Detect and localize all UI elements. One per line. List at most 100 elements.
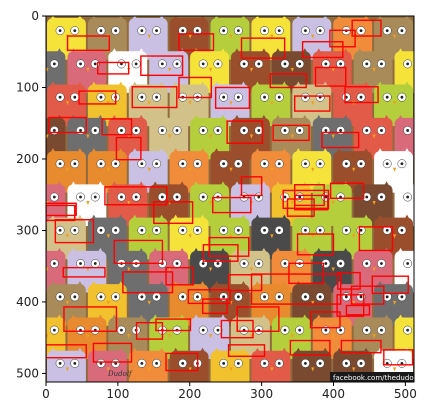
owl-pupil xyxy=(155,29,158,33)
owl-pupil xyxy=(339,129,342,132)
owl-pupil xyxy=(134,195,138,199)
owl-beak xyxy=(188,101,192,106)
owl-pupil xyxy=(58,95,62,99)
owl-ear xyxy=(171,214,180,222)
owl-ear xyxy=(75,148,84,156)
owl-pupil xyxy=(257,129,261,132)
owl-pupil xyxy=(58,295,62,299)
bounding-box-16 xyxy=(48,116,87,134)
owl-pupil xyxy=(277,295,281,299)
owl-beak xyxy=(331,134,335,139)
owl-pupil xyxy=(359,295,363,299)
owl-ear xyxy=(300,114,309,122)
owl-beak xyxy=(65,300,70,305)
owl-pupil xyxy=(385,95,389,99)
owl-pupil xyxy=(324,195,328,199)
owl-pupil xyxy=(140,29,144,33)
owl-ear xyxy=(253,214,262,222)
owl-ear xyxy=(157,347,166,355)
owl-ear xyxy=(55,181,64,189)
owl-ear xyxy=(259,48,268,56)
owl-ear xyxy=(355,181,364,189)
owl-pupil xyxy=(120,129,123,132)
signature-text: Dudolf xyxy=(107,370,133,378)
owl-pupil xyxy=(201,328,205,332)
owl-pupil xyxy=(318,295,322,299)
owl-ear xyxy=(233,114,241,122)
owl-pupil xyxy=(277,361,281,365)
owl-ear xyxy=(314,48,323,56)
owl-pupil xyxy=(365,262,369,265)
owl-ear xyxy=(335,148,344,156)
bounding-box-52 xyxy=(63,306,118,332)
owl-ear xyxy=(300,247,309,255)
bounding-box-23 xyxy=(212,196,252,214)
owl-eye xyxy=(418,193,426,201)
owl-ear xyxy=(321,16,330,22)
owl-ear xyxy=(417,215,425,222)
owl-pupil xyxy=(155,361,158,365)
owl-pupil xyxy=(304,228,307,232)
owl-ear xyxy=(280,148,289,156)
bounding-box-0 xyxy=(351,19,382,37)
owl-beak xyxy=(331,67,335,72)
owl-beak xyxy=(392,101,397,106)
owl-eye xyxy=(418,126,426,134)
bounding-box-54 xyxy=(236,306,280,332)
owl-pupil xyxy=(344,228,348,232)
owl-ear xyxy=(116,148,125,156)
owl-pupil xyxy=(257,62,261,66)
owl-ear xyxy=(417,15,425,22)
owl-pupil xyxy=(236,295,240,299)
owl-ear xyxy=(157,281,166,289)
owl-pupil xyxy=(298,129,302,132)
owl-pupil xyxy=(201,62,205,66)
owl-ear xyxy=(212,347,221,355)
owl-ear xyxy=(96,48,105,56)
owl-beak xyxy=(188,167,192,172)
owl-ear xyxy=(157,214,166,222)
owl-beak xyxy=(290,267,294,272)
bounding-box-10 xyxy=(178,76,213,99)
owl-beak xyxy=(65,101,70,106)
owl-pupil xyxy=(380,195,383,199)
bounding-box-41 xyxy=(62,266,106,278)
owl-ear xyxy=(29,248,37,255)
owl-pupil xyxy=(160,129,164,132)
owl-pupil xyxy=(222,228,226,232)
owl-ear xyxy=(178,114,187,122)
owl-eye xyxy=(418,259,426,267)
owl-ear xyxy=(382,114,391,122)
owl-pupil xyxy=(222,95,226,99)
bounding-box-40 xyxy=(337,271,361,290)
owl-pupil xyxy=(359,361,363,365)
owl-pupil xyxy=(58,162,62,166)
owl-pupil xyxy=(99,295,103,299)
bounding-box-15 xyxy=(344,86,379,104)
owl-beak xyxy=(168,134,172,139)
owl-pupil xyxy=(380,262,383,265)
owl-beak xyxy=(311,101,315,106)
owl-pupil xyxy=(140,295,144,299)
owl-beak xyxy=(392,34,397,39)
owl-ear xyxy=(55,48,64,56)
bounding-boxes xyxy=(46,19,414,372)
owl-beak xyxy=(311,367,315,372)
y-tick-label: 200 xyxy=(16,152,39,166)
owl-pupil xyxy=(114,29,118,33)
owl-beak xyxy=(65,167,70,172)
owl-pupil xyxy=(427,229,430,232)
bounding-box-4 xyxy=(240,37,286,59)
owl-pupil xyxy=(406,262,410,265)
owl-pupil xyxy=(283,262,287,265)
owl-pupil xyxy=(134,62,138,66)
owl-pupil xyxy=(359,228,363,232)
owl-beak xyxy=(147,367,151,372)
owl-pupil xyxy=(201,262,205,265)
owl-pupil xyxy=(222,29,226,33)
owl-ear xyxy=(29,314,37,321)
owl-ear xyxy=(396,247,405,255)
owl-beak xyxy=(270,34,274,39)
owl-pupil xyxy=(140,228,144,232)
owl-pupil xyxy=(263,295,266,299)
